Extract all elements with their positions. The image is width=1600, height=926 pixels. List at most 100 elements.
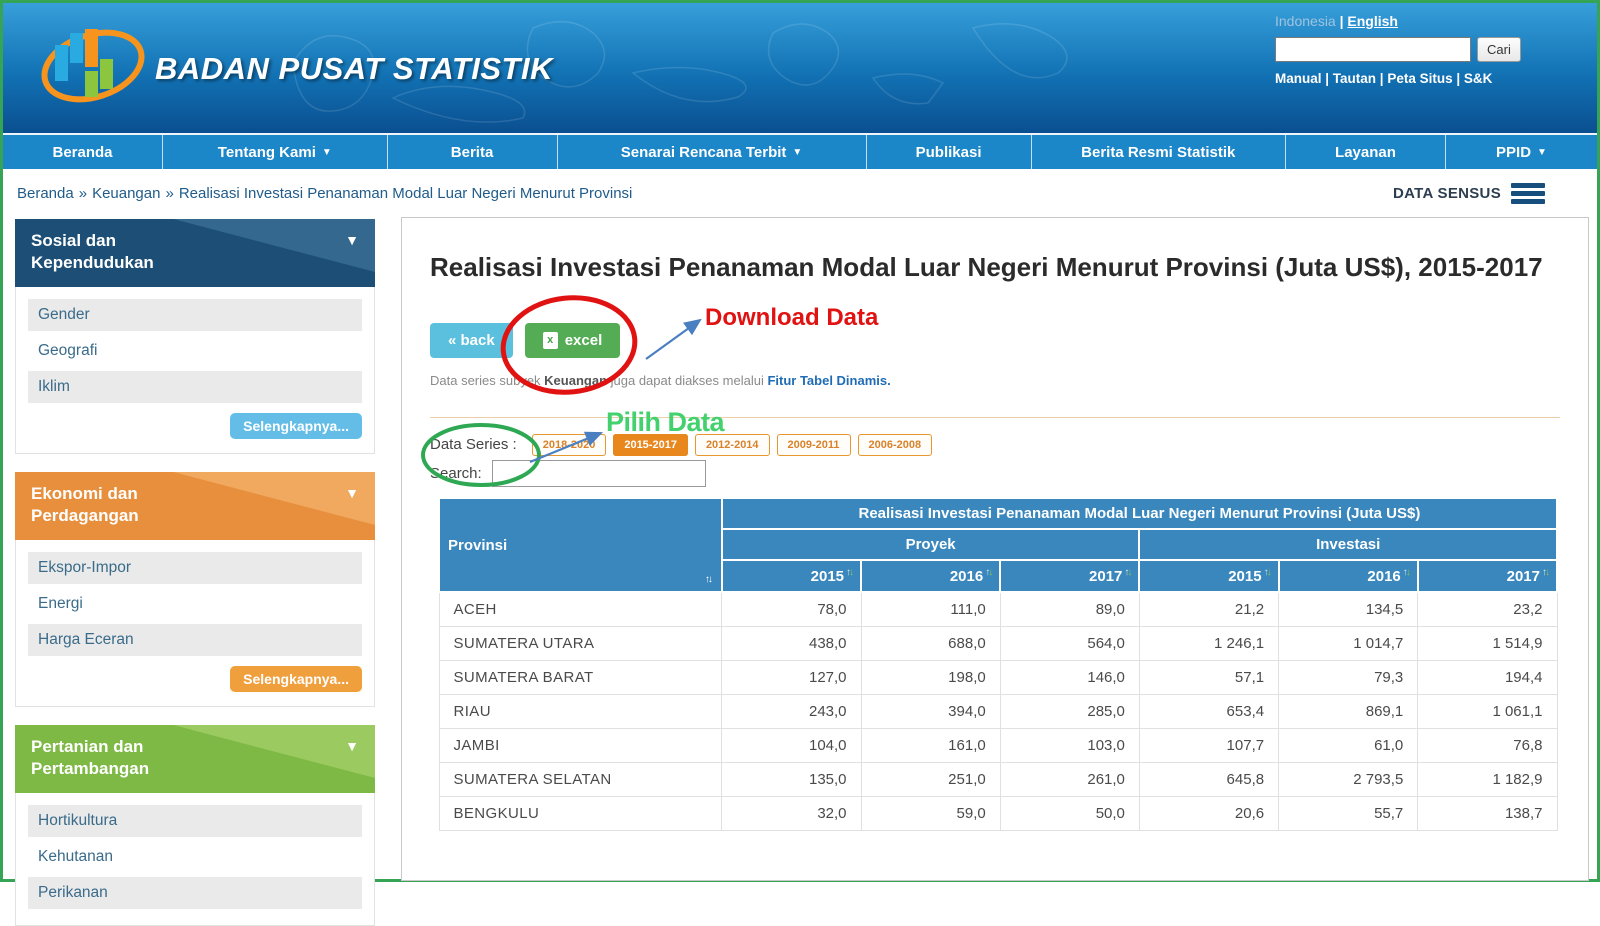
nav-item-label: Layanan [1335, 143, 1396, 161]
nav-item-label: Senarai Rencana Terbit [620, 143, 787, 161]
sort-up-arrow: ↑ [1124, 567, 1129, 578]
header-link-peta-situs[interactable]: Peta Situs [1387, 71, 1453, 86]
nav-item-label: Tentang Kami [217, 143, 316, 161]
selengkapnya-button[interactable]: Selengkapnya... [230, 666, 362, 692]
sidebar-item-iklim[interactable]: Iklim [28, 371, 362, 403]
breadcrumb-separator: » [165, 184, 174, 202]
breadcrumb-separator: » [78, 184, 88, 202]
sort-up-arrow: ↑ [1542, 567, 1547, 578]
header-link-s-k[interactable]: S&K [1463, 71, 1493, 86]
site-header: BADAN PUSAT STATISTIK Indonesia | Englis… [3, 3, 1597, 133]
value-cell: 438,0 [721, 626, 862, 661]
series-button-2018-2020[interactable]: 2018-2020 [531, 434, 607, 456]
year-column-header[interactable]: 2015 ↑↓ [1138, 559, 1280, 593]
language-switcher: Indonesia | English [1275, 13, 1398, 29]
sidebar-item-energi[interactable]: Energi [38, 595, 83, 612]
year-column-header[interactable]: 2015 ↑↓ [720, 559, 863, 593]
value-cell: 127,0 [721, 660, 862, 695]
header-links: Manual | Tautan | Peta Situs | S&K [1275, 71, 1493, 86]
province-cell: SUMATERA SELATAN [438, 762, 723, 797]
excel-download-button[interactable]: x excel [524, 323, 621, 358]
value-cell: 50,0 [999, 796, 1140, 831]
sidebar-item-geografi[interactable]: Geografi [38, 342, 98, 359]
back-button[interactable]: « back [430, 323, 513, 358]
series-button-2015-2017[interactable]: 2015-2017 [613, 434, 688, 456]
year-column-header[interactable]: 2016 ↑↓ [1277, 559, 1419, 593]
nav-item-ppid[interactable]: PPID ▼ [1446, 135, 1597, 169]
sort-icon[interactable]: ↑↓ [1264, 567, 1272, 578]
value-cell: 1 061,1 [1417, 694, 1558, 729]
sidebar-item-harga-eceran[interactable]: Harga Eceran [28, 624, 362, 656]
sidebar-section-header-ekonomi-dan-perdagangan[interactable]: Ekonomi dan Perdagangan ▼ [15, 472, 375, 540]
sort-up-arrow: ↑ [985, 567, 990, 578]
breadcrumb-link[interactable]: Keuangan [92, 184, 161, 202]
nav-item-label: Publikasi [915, 143, 982, 161]
nav-item-senarai-rencana-terbit[interactable]: Senarai Rencana Terbit ▼ [558, 135, 867, 169]
lang-indonesia[interactable]: Indonesia [1275, 13, 1336, 29]
nav-item-publikasi[interactable]: Publikasi [867, 135, 1032, 169]
value-cell: 198,0 [860, 660, 1001, 695]
cari-button[interactable]: Cari [1477, 37, 1521, 62]
main-panel: Realisasi Investasi Penanaman Modal Luar… [401, 217, 1589, 881]
table-row: JAMBI 104,0 161,0 103,0 107,7 61,0 76,8 [438, 728, 1558, 763]
value-cell: 79,3 [1278, 660, 1419, 695]
year-column-header[interactable]: 2017 ↑↓ [999, 559, 1141, 593]
sort-down-arrow: ↓ [1266, 567, 1272, 578]
indonesia-map-watermark [292, 20, 1068, 123]
sidebar-section-header-pertanian-dan-pertambangan[interactable]: Pertanian dan Pertambangan ▼ [15, 725, 375, 793]
lang-english-link[interactable]: English [1347, 13, 1398, 29]
province-cell: SUMATERA UTARA [438, 626, 723, 661]
table-search-input[interactable] [491, 460, 706, 487]
breadcrumb-link[interactable]: Beranda [17, 184, 74, 202]
section-items: Hortikultura Kehutanan Perikanan [15, 793, 375, 926]
nav-item-label: PPID [1496, 143, 1532, 161]
section-items: Gender Geografi Iklim Selengkapnya... [15, 287, 375, 454]
header-link-manual[interactable]: Manual [1275, 71, 1322, 86]
sort-icon[interactable]: ↑↓ [846, 567, 854, 578]
value-cell: 138,7 [1417, 796, 1558, 831]
nav-item-tentang-kami[interactable]: Tentang Kami ▼ [163, 135, 388, 169]
nav-item-berita[interactable]: Berita [388, 135, 558, 169]
hamburger-icon[interactable] [1511, 180, 1545, 207]
sidebar-item-gender[interactable]: Gender [28, 299, 362, 331]
sort-down-arrow: ↓ [849, 567, 854, 578]
sort-icon[interactable]: ↑↓ [705, 574, 713, 585]
nav-item-layanan[interactable]: Layanan [1286, 135, 1446, 169]
table-row: BENGKULU 32,0 59,0 50,0 20,6 55,7 138,7 [438, 796, 1558, 831]
column-header-provinsi: Provinsi ↑↓ [438, 497, 723, 593]
sort-icon[interactable]: ↑↓ [1403, 567, 1411, 578]
sidebar-item-kehutanan[interactable]: Kehutanan [38, 848, 113, 865]
sidebar-item-ekspor-impor[interactable]: Ekspor-Impor [28, 552, 362, 584]
investment-table: Provinsi ↑↓ Realisasi Investasi Penanaman … [438, 497, 1559, 831]
value-cell: 688,0 [860, 626, 1001, 661]
table-row: SUMATERA SELATAN 135,0 251,0 261,0 645,8 2 79… [438, 762, 1558, 797]
value-cell: 564,0 [999, 626, 1140, 661]
year-column-header[interactable]: 2016 ↑↓ [860, 559, 1002, 593]
breadcrumb-current: Realisasi Investasi Penanaman Modal Luar… [178, 184, 633, 202]
header-search-input[interactable] [1275, 37, 1471, 62]
sort-icon[interactable]: ↑↓ [1124, 567, 1132, 578]
value-cell: 107,7 [1138, 728, 1280, 763]
sidebar-item-hortikultura[interactable]: Hortikultura [28, 805, 362, 837]
note-middle: juga dapat diakses melalui [607, 373, 768, 388]
series-button-2012-2014[interactable]: 2012-2014 [694, 434, 770, 456]
value-cell: 103,0 [999, 728, 1140, 763]
sidebar-section-header-sosial-dan-kependudukan[interactable]: Sosial dan Kependudukan ▼ [15, 219, 375, 287]
value-cell: 645,8 [1138, 762, 1280, 797]
value-cell: 135,0 [721, 762, 862, 797]
nav-item-berita-resmi-statistik[interactable]: Berita Resmi Statistik [1032, 135, 1286, 169]
sort-icon[interactable]: ↑↓ [1542, 567, 1550, 578]
selengkapnya-button[interactable]: Selengkapnya... [230, 413, 362, 439]
group-header-investasi: Investasi [1138, 528, 1558, 561]
page-title: Realisasi Investasi Penanaman Modal Luar… [430, 252, 1543, 282]
series-button-2009-2011[interactable]: 2009-2011 [776, 434, 851, 456]
sort-icon[interactable]: ↑↓ [985, 567, 993, 578]
fitur-tabel-dinamis-link[interactable]: Fitur Tabel Dinamis. [767, 373, 891, 388]
header-link-tautan[interactable]: Tautan [1332, 71, 1377, 86]
value-cell: 61,0 [1278, 728, 1419, 763]
nav-item-beranda[interactable]: Beranda [3, 135, 163, 169]
series-button-2006-2008[interactable]: 2006-2008 [857, 434, 933, 456]
data-sensus-control: DATA SENSUS [1393, 180, 1545, 207]
year-column-header[interactable]: 2017 ↑↓ [1416, 559, 1559, 593]
value-cell: 1 246,1 [1138, 626, 1280, 661]
